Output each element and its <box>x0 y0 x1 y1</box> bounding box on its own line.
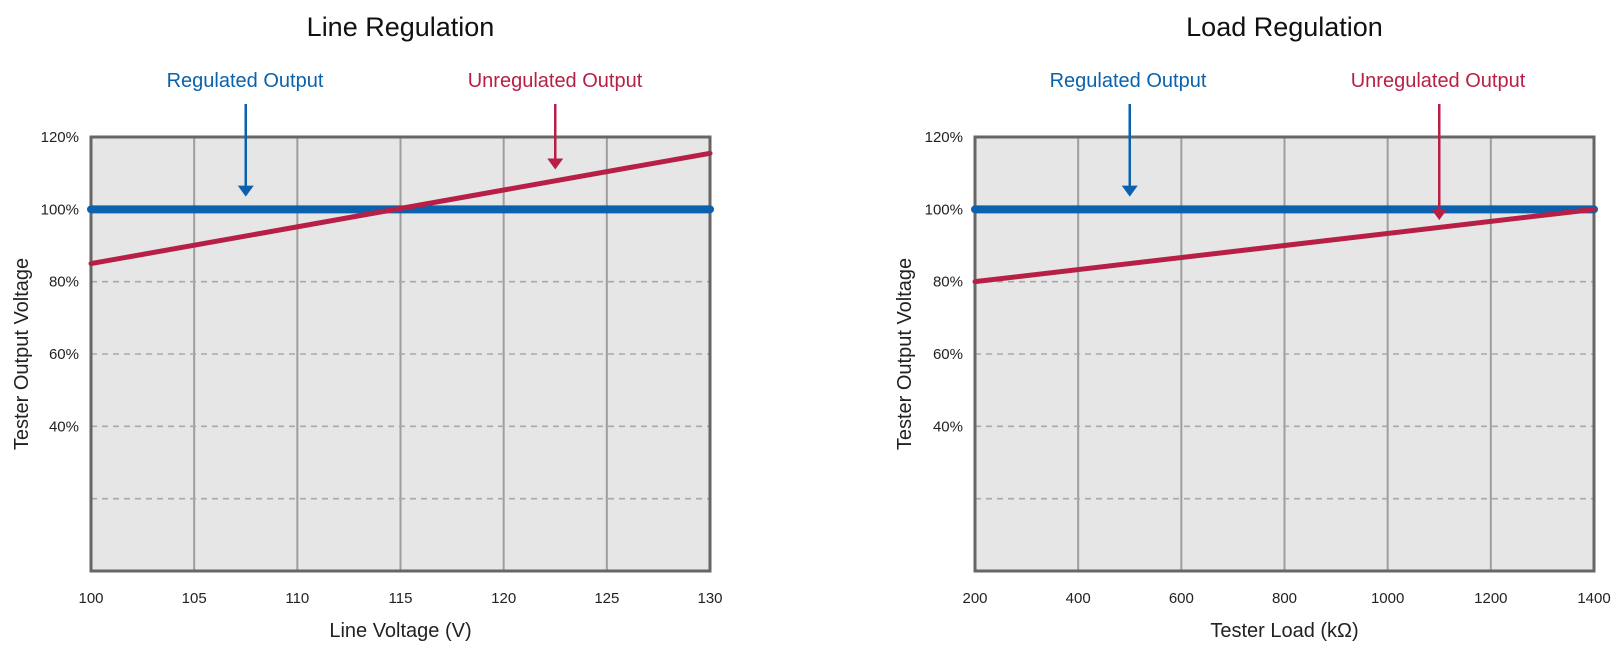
plot-frame <box>973 135 1596 573</box>
annotation-arrow-head <box>237 185 254 197</box>
y-tick-label: 40% <box>933 418 963 435</box>
x-tick-label: 600 <box>1169 590 1194 607</box>
x-tick-label: 110 <box>285 590 309 607</box>
x-tick-label: 100 <box>78 590 103 607</box>
y-tick-label: 60% <box>933 346 963 363</box>
y-tick-label: 120% <box>925 129 963 146</box>
x-tick-label: 130 <box>697 590 722 607</box>
annotation-unregulated-output: Unregulated Output <box>468 70 643 92</box>
series-line-unregulated-output <box>88 150 713 267</box>
x-tick-label: 200 <box>962 590 987 607</box>
y-tick-label: 100% <box>41 201 79 218</box>
x-tick-label: 800 <box>1272 590 1297 607</box>
annotation-unregulated-output: Unregulated Output <box>1351 70 1526 92</box>
y-tick-label: 80% <box>49 274 79 291</box>
y-axis-label: Tester Output Voltage <box>11 258 33 450</box>
x-tick-label: 125 <box>594 590 619 607</box>
x-tick-label: 400 <box>1066 590 1091 607</box>
chart-title: Line Regulation <box>307 12 495 42</box>
y-axis-label: Tester Output Voltage <box>894 258 916 450</box>
x-tick-label: 115 <box>389 590 413 607</box>
series-line-unregulated-output <box>972 206 1597 285</box>
annotation-regulated-output: Regulated Output <box>1050 70 1207 92</box>
annotation-arrow-head <box>547 158 564 170</box>
x-axis-label: Line Voltage (V) <box>329 620 471 642</box>
annotation-arrow-head <box>1121 185 1138 197</box>
y-tick-label: 40% <box>49 418 79 435</box>
y-tick-label: 100% <box>925 201 963 218</box>
y-tick-label: 60% <box>49 346 79 363</box>
chart-panel-line-regulation: Regulated Output Unregulated Output Line R… <box>11 12 723 642</box>
plot-frame <box>89 135 712 573</box>
annotation-arrow-head <box>1431 209 1448 221</box>
x-axis-label: Tester Load (kΩ) <box>1210 620 1358 642</box>
x-tick-label: 1200 <box>1474 590 1507 607</box>
x-tick-label: 120 <box>491 590 516 607</box>
chart-title: Load Regulation <box>1186 12 1383 42</box>
y-tick-label: 80% <box>933 274 963 291</box>
x-tick-label: 105 <box>182 590 207 607</box>
annotation-regulated-output: Regulated Output <box>167 70 324 92</box>
x-tick-label: 1000 <box>1371 590 1404 607</box>
x-tick-label: 1400 <box>1577 590 1610 607</box>
y-tick-label: 120% <box>41 129 79 146</box>
chart-panel-load-regulation: Regulated Output Unregulated Output Load R… <box>894 12 1611 642</box>
